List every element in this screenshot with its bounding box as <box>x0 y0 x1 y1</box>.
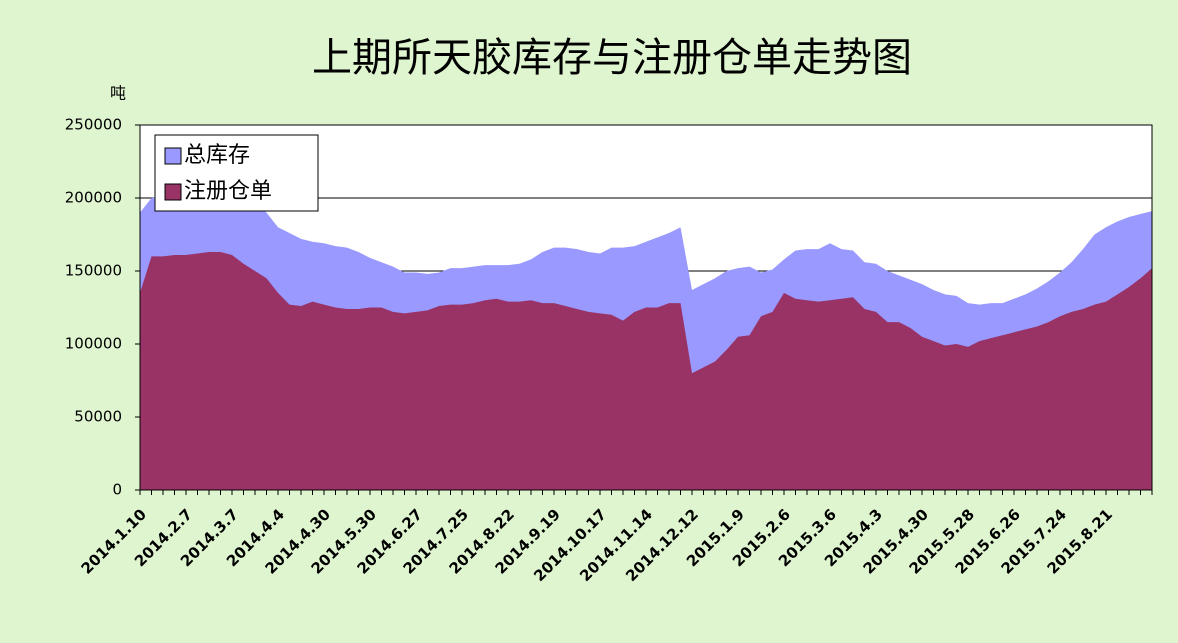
legend-box <box>154 134 319 212</box>
y-tick-label: 200000 <box>65 189 122 207</box>
y-tick-label: 150000 <box>65 262 122 280</box>
legend-label: 总库存 <box>184 143 250 168</box>
y-tick-label: 50000 <box>74 408 122 426</box>
y-tick-label: 0 <box>112 481 122 499</box>
legend-swatch <box>164 183 182 201</box>
y-tick-label: 250000 <box>65 116 122 134</box>
y-axis-label: 吨 <box>110 84 126 103</box>
area <box>140 252 1152 490</box>
legend-swatch <box>164 147 182 165</box>
y-tick-label: 100000 <box>65 335 122 353</box>
legend-label: 注册仓单 <box>184 179 272 204</box>
chart-title: 上期所天胶库存与注册仓单走势图 <box>312 35 912 81</box>
